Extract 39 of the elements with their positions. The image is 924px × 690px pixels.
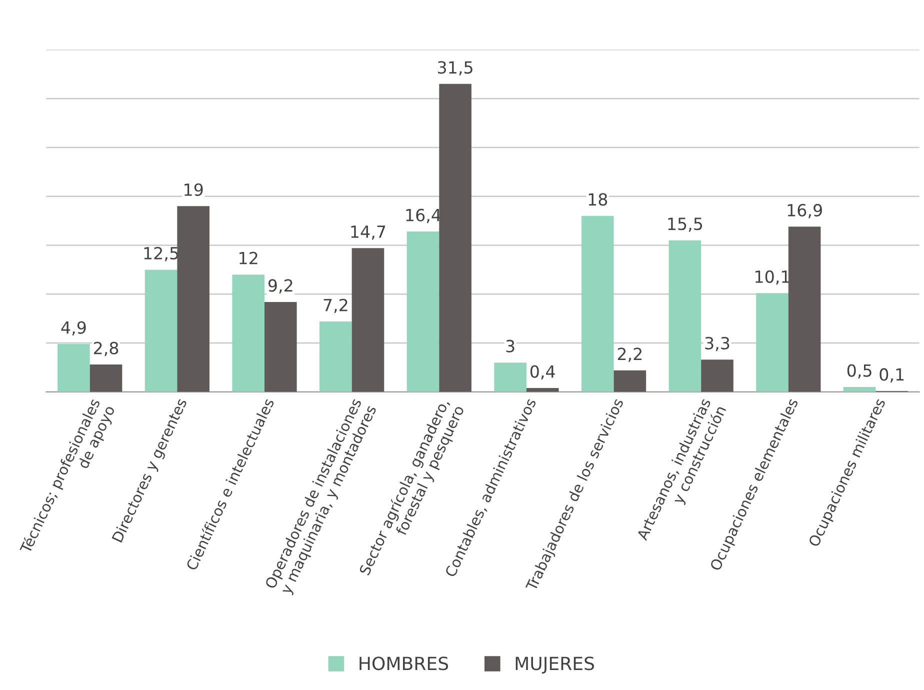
data-label: 2,8 xyxy=(94,342,118,356)
bar xyxy=(144,270,178,392)
data-label: 10,1 xyxy=(756,270,790,285)
bar xyxy=(843,387,876,392)
bar xyxy=(788,226,821,392)
bar xyxy=(668,240,702,392)
bar xyxy=(701,360,734,392)
bar xyxy=(614,370,646,392)
bar xyxy=(526,388,559,392)
data-label: 2,2 xyxy=(618,348,642,362)
data-label: 16,9 xyxy=(788,204,822,218)
data-label: 7,2 xyxy=(324,298,348,314)
bar xyxy=(320,322,352,392)
bar xyxy=(494,362,526,392)
bar xyxy=(581,216,614,392)
data-label: 0,1 xyxy=(880,368,904,382)
data-label: 9,2 xyxy=(268,279,292,294)
bar xyxy=(352,248,384,392)
bar xyxy=(264,302,297,392)
data-label: 3,3 xyxy=(705,336,730,352)
data-label: 4,9 xyxy=(61,321,86,336)
data-label: 0,5 xyxy=(847,364,872,379)
bar xyxy=(58,344,90,392)
bar xyxy=(232,274,264,392)
data-label: 14,7 xyxy=(351,226,386,240)
legend-label: MUJERES xyxy=(516,656,594,674)
bar xyxy=(177,206,210,392)
data-label: 0,4 xyxy=(530,365,555,380)
data-label: 15,5 xyxy=(668,218,702,232)
bar xyxy=(90,364,122,392)
legend-label: HOMBRES xyxy=(360,656,448,670)
data-label: 12 xyxy=(240,252,258,264)
bar xyxy=(439,84,472,392)
data-label: 18 xyxy=(588,193,608,206)
bar xyxy=(406,232,440,392)
data-label: 19 xyxy=(184,183,203,196)
data-label: 3 xyxy=(506,340,514,352)
data-label: 31,5 xyxy=(438,61,472,76)
bar xyxy=(756,293,788,392)
